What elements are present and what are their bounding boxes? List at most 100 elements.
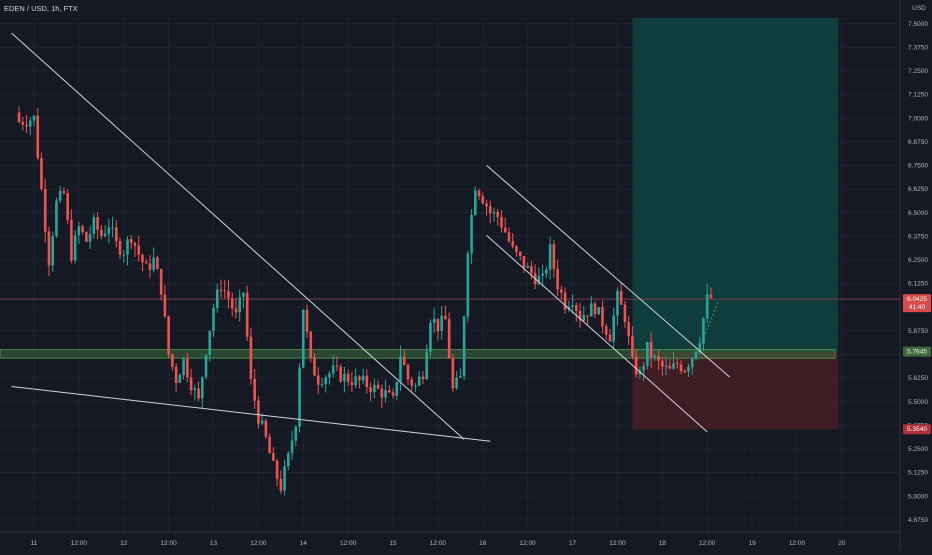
x-tick-label: 12:00 xyxy=(250,540,267,547)
candle-body xyxy=(376,384,380,389)
candle-body xyxy=(70,219,73,261)
candle-body xyxy=(114,227,118,242)
projection-line xyxy=(695,301,719,357)
candle-body xyxy=(141,254,144,263)
candle-body xyxy=(496,211,500,217)
loss-zone xyxy=(632,351,839,430)
candle-body xyxy=(627,322,630,337)
last-price-tag-text: 41:40 xyxy=(909,304,926,311)
candle-body xyxy=(417,376,421,386)
candle-body xyxy=(563,292,567,310)
candle-body xyxy=(488,206,492,214)
candle-body xyxy=(126,239,129,255)
candle-body xyxy=(272,453,275,461)
candle-body xyxy=(17,112,21,123)
candle-body xyxy=(373,384,376,393)
candle-body xyxy=(118,241,122,255)
x-tick-label: 12:00 xyxy=(340,540,357,547)
candle-body xyxy=(459,376,462,378)
position-zones xyxy=(0,18,900,430)
price-axis: 7.5000 7.3750 7.2500 7.1250 7.0000 6.8750 6.75… xyxy=(908,21,928,524)
candle-body xyxy=(331,365,335,374)
candle-body xyxy=(522,255,526,268)
candle-body xyxy=(55,200,58,237)
x-tick-label: 12:00 xyxy=(789,540,806,547)
candle-body xyxy=(668,365,672,369)
candle-body xyxy=(455,377,458,389)
candle-body xyxy=(515,246,518,252)
candle-body xyxy=(466,253,470,317)
candle-body xyxy=(672,363,675,369)
candle-body xyxy=(88,233,92,242)
x-tick-label: 15 xyxy=(389,540,397,547)
candle-body xyxy=(107,227,111,234)
candle-body xyxy=(111,227,114,229)
candle-body xyxy=(421,376,425,379)
candle-body xyxy=(661,360,664,367)
profit-zone xyxy=(632,18,839,352)
candle-body xyxy=(287,453,290,467)
candle-body xyxy=(174,366,178,384)
candle-body xyxy=(186,358,189,378)
candle-body xyxy=(283,466,286,491)
candle-body xyxy=(279,478,283,491)
trendline xyxy=(11,385,491,442)
candle-body xyxy=(201,377,204,399)
x-tick-label: 12:00 xyxy=(430,540,447,547)
candle-body xyxy=(679,364,683,372)
candle-body xyxy=(189,377,193,391)
candle-body xyxy=(537,275,541,285)
candle-body xyxy=(242,292,245,297)
candle-body xyxy=(197,388,200,399)
x-tick-label: 20 xyxy=(838,540,846,547)
candle-body xyxy=(361,375,365,381)
candle-body xyxy=(664,365,668,367)
candle-body xyxy=(530,265,533,274)
candle-body xyxy=(436,318,440,332)
candle-body xyxy=(526,265,529,268)
candle-body xyxy=(601,307,604,327)
y-tick-label: 5.5000 xyxy=(908,399,928,406)
candle-body xyxy=(649,341,653,358)
candle-body xyxy=(339,366,342,382)
candle-body xyxy=(66,193,69,220)
candle-body xyxy=(462,316,466,377)
candle-body xyxy=(518,251,522,256)
candle-body xyxy=(380,388,384,398)
candle-body xyxy=(36,115,40,159)
candle-body xyxy=(159,269,163,295)
candle-body xyxy=(675,363,679,365)
y-tick-label: 7.1250 xyxy=(908,92,928,99)
last-price-tag-text: 6.0425 xyxy=(907,296,927,303)
candle-body xyxy=(47,231,51,266)
candle-body xyxy=(560,289,563,293)
candle-body xyxy=(133,242,137,246)
candle-body xyxy=(709,294,713,298)
x-tick-label: 12:00 xyxy=(609,540,626,547)
candle-body xyxy=(320,384,324,386)
candle-body xyxy=(578,310,582,321)
candle-body xyxy=(28,120,32,127)
candle-body xyxy=(62,191,66,194)
candle-body xyxy=(444,315,447,320)
y-tick-label: 7.2500 xyxy=(908,68,928,75)
candle-body xyxy=(96,217,99,230)
candle-body xyxy=(354,376,357,386)
candle-body xyxy=(608,334,612,342)
candle-body xyxy=(410,379,414,386)
x-tick-label: 12:00 xyxy=(160,540,177,547)
candle-body xyxy=(541,273,544,276)
y-tick-label: 5.2500 xyxy=(908,446,928,453)
candle-body xyxy=(503,227,507,233)
y-tick-label: 6.3750 xyxy=(908,233,928,240)
candle-body xyxy=(346,373,350,383)
candle-body xyxy=(152,257,155,270)
candle-body xyxy=(597,307,601,315)
x-tick-label: 19 xyxy=(748,540,756,547)
x-tick-label: 17 xyxy=(569,540,577,547)
candle-body xyxy=(388,390,391,393)
candle-body xyxy=(103,233,107,237)
